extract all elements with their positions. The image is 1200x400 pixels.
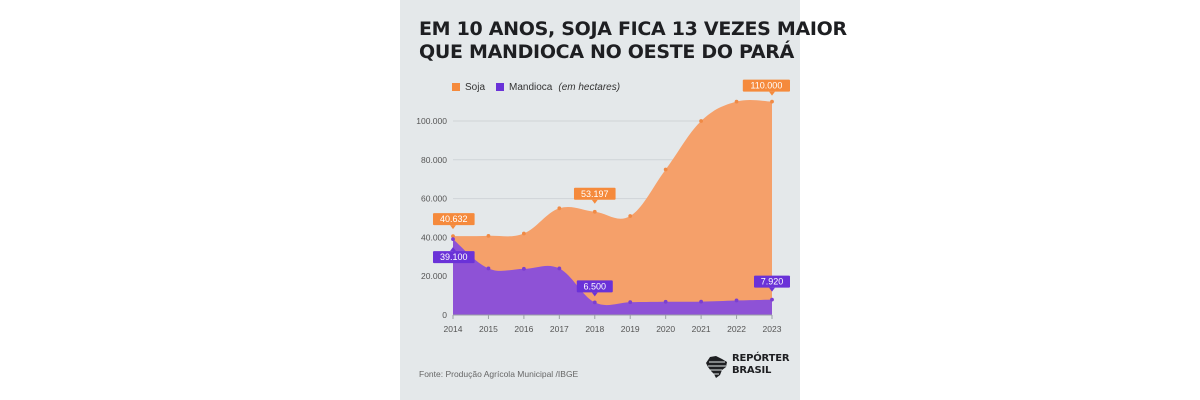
legend-mandioca-label: Mandioca — [509, 81, 553, 93]
series-soja-point — [734, 99, 739, 104]
data-label: 39.100 — [440, 252, 468, 262]
legend-mandioca-swatch — [496, 83, 504, 91]
x-tick-label: 2021 — [692, 324, 711, 334]
series-soja-point — [592, 209, 597, 214]
data-label: 53.197 — [581, 189, 609, 199]
data-label: 6.500 — [584, 281, 607, 291]
y-tick-label: 20.000 — [421, 271, 447, 281]
data-label-pointer — [591, 199, 598, 204]
data-label-pointer — [450, 225, 456, 230]
reporter-brasil-logo: REPÓRTER BRASIL — [704, 352, 794, 380]
series-mandioca-point — [699, 299, 704, 304]
series-mandioca-point — [521, 266, 526, 271]
chart-title-line-2: QUE MANDIOCA NO OESTE DO PARÁ — [419, 41, 795, 63]
data-label-pointer — [769, 287, 775, 292]
series-mandioca-point — [451, 237, 455, 242]
x-tick-label: 2014 — [444, 324, 463, 334]
series-soja-point — [699, 119, 704, 123]
series-soja-point — [557, 206, 562, 211]
x-tick-label: 2016 — [514, 324, 533, 334]
x-tick-label: 2022 — [727, 324, 746, 334]
data-label-pointer — [450, 247, 456, 252]
brazil-map-icon — [706, 356, 727, 378]
series-soja-point — [521, 231, 526, 236]
x-tick-label: 2015 — [479, 324, 498, 334]
series-mandioca-point — [557, 266, 562, 271]
y-tick-label: 0 — [442, 310, 447, 320]
x-tick-label: 2019 — [621, 324, 640, 334]
series-soja-point — [770, 99, 774, 104]
legend-mandioca: Mandioca (em hectares) — [496, 79, 620, 95]
infographic-card: EM 10 ANOS, SOJA FICA 13 VEZES MAIOR QUE… — [400, 0, 847, 400]
area-chart: 0 20.000 40.000 60.000 80.000 100.000 2014 2015… — [416, 79, 790, 334]
y-tick-label: 80.000 — [421, 155, 447, 165]
x-tick-label: 2018 — [585, 324, 604, 334]
legend-soja: Soja — [452, 79, 485, 95]
legend-soja-label: Soja — [465, 81, 486, 93]
data-label-box — [573, 187, 616, 200]
series-mandioca-point — [486, 266, 491, 271]
legend-soja-swatch — [452, 83, 460, 91]
series-mandioca-point — [770, 297, 774, 302]
series-soja-point — [486, 233, 491, 238]
data-label: 40.632 — [440, 214, 468, 224]
data-label-box — [576, 280, 613, 293]
series-mandioca-point — [628, 300, 633, 305]
series-mandioca-area — [453, 239, 772, 315]
logo-text-line-2: BRASIL — [732, 365, 772, 376]
data-label: 7.920 — [761, 277, 784, 287]
series-mandioca-point — [663, 299, 668, 304]
y-tick-label: 40.000 — [421, 232, 447, 242]
source-note: Fonte: Produção Agrícola Municipal /IBGE — [419, 369, 579, 379]
series-soja-point — [663, 167, 668, 172]
data-label-box — [754, 275, 790, 288]
data-label: 110.000 — [750, 81, 782, 91]
x-tick-label: 2017 — [550, 324, 569, 334]
series-soja-point — [628, 214, 633, 218]
y-tick-label: 60.000 — [421, 194, 447, 204]
y-tick-label: 100.000 — [416, 116, 447, 126]
legend-unit-label: (em hectares) — [558, 81, 621, 93]
chart-title-line-1: EM 10 ANOS, SOJA FICA 13 VEZES MAIOR — [419, 18, 847, 40]
x-tick-label: 2020 — [656, 324, 675, 334]
data-label-box — [742, 79, 790, 92]
data-label-pointer — [591, 292, 598, 297]
series-soja-area — [453, 100, 772, 315]
series-soja-point — [451, 234, 455, 239]
data-label-box — [433, 213, 475, 226]
data-label-box — [433, 251, 475, 264]
data-label-pointer — [769, 91, 775, 96]
series-mandioca-point — [592, 300, 597, 305]
series-mandioca-point — [734, 298, 739, 303]
x-tick-label: 2023 — [763, 324, 782, 334]
logo-text-line-1: REPÓRTER — [732, 353, 790, 364]
